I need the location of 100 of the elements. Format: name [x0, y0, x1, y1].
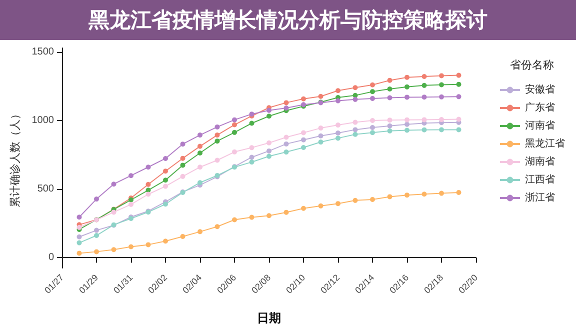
- point: [404, 192, 410, 198]
- point: [266, 140, 272, 146]
- point: [456, 116, 462, 122]
- point: [180, 162, 186, 168]
- y-tick-label: 1500: [32, 46, 54, 58]
- point: [301, 137, 306, 142]
- point: [284, 141, 289, 146]
- point: [439, 190, 444, 196]
- point: [180, 234, 186, 239]
- point: [422, 82, 427, 88]
- point: [180, 156, 186, 161]
- point: [214, 158, 220, 163]
- y-tick-label: 1000: [32, 115, 54, 126]
- point: [214, 138, 220, 144]
- point: [352, 127, 358, 132]
- point: [439, 82, 444, 88]
- point: [301, 130, 306, 136]
- chart-title: 黑龙江省疫情增长情况分析与防控策略探讨: [0, 0, 576, 40]
- point: [439, 117, 444, 122]
- point: [404, 128, 410, 133]
- point: [76, 214, 82, 220]
- point: [404, 74, 410, 80]
- point: [266, 154, 272, 159]
- point: [232, 122, 237, 128]
- point: [439, 127, 444, 132]
- point: [266, 213, 272, 218]
- point: [404, 84, 410, 90]
- legend-label: 江西省: [525, 174, 555, 186]
- point: [198, 180, 202, 186]
- point: [111, 247, 116, 252]
- point: [336, 98, 340, 104]
- point: [249, 214, 254, 220]
- point: [318, 94, 324, 99]
- point: [163, 238, 168, 244]
- point: [387, 128, 392, 134]
- point: [146, 242, 151, 248]
- point: [422, 117, 427, 122]
- point: [232, 149, 237, 154]
- point: [146, 192, 151, 197]
- point: [370, 89, 375, 94]
- point: [94, 233, 99, 238]
- point: [111, 182, 116, 187]
- point: [370, 96, 375, 101]
- point: [301, 206, 306, 211]
- point: [284, 134, 289, 140]
- legend-label: 湖南省: [525, 156, 555, 168]
- point: [456, 94, 462, 100]
- point: [456, 190, 462, 195]
- point: [336, 130, 340, 136]
- point: [76, 250, 82, 256]
- x-axis-title: 日期: [257, 311, 281, 325]
- point: [456, 82, 462, 87]
- point: [370, 130, 375, 136]
- point: [422, 192, 427, 197]
- point: [266, 108, 272, 113]
- point: [214, 132, 220, 138]
- point: [180, 142, 186, 147]
- y-tick-label: 0: [48, 252, 54, 264]
- point: [336, 122, 340, 128]
- point: [198, 150, 202, 156]
- point: [318, 203, 324, 208]
- point: [336, 201, 340, 206]
- point: [284, 210, 289, 215]
- legend-label: 河南省: [525, 120, 555, 132]
- point: [214, 124, 220, 130]
- point: [163, 168, 168, 174]
- point: [94, 196, 99, 202]
- point: [404, 117, 410, 122]
- legend-label: 广东省: [525, 102, 555, 114]
- point: [146, 164, 151, 170]
- point: [284, 106, 289, 111]
- point: [198, 132, 202, 138]
- point: [387, 194, 392, 200]
- point: [94, 249, 99, 254]
- point: [301, 145, 306, 150]
- legend-title: 省份名称: [510, 58, 554, 72]
- legend-label: 黑龙江省: [525, 138, 565, 150]
- point: [198, 164, 202, 170]
- point: [422, 94, 427, 100]
- point: [198, 144, 202, 149]
- point: [404, 122, 410, 127]
- point: [249, 154, 254, 160]
- point: [284, 150, 289, 155]
- point: [232, 217, 237, 222]
- point: [352, 132, 358, 137]
- point: [370, 196, 375, 202]
- point: [128, 244, 134, 250]
- y-tick-label: 500: [37, 184, 54, 195]
- point: [318, 126, 324, 131]
- point: [249, 120, 254, 126]
- point: [146, 182, 151, 187]
- point: [163, 184, 168, 189]
- point: [456, 72, 462, 78]
- point: [198, 229, 202, 234]
- point: [249, 160, 254, 165]
- point: [387, 86, 392, 92]
- point: [352, 198, 358, 203]
- point: [266, 148, 272, 154]
- point: [336, 88, 340, 94]
- point: [439, 73, 444, 78]
